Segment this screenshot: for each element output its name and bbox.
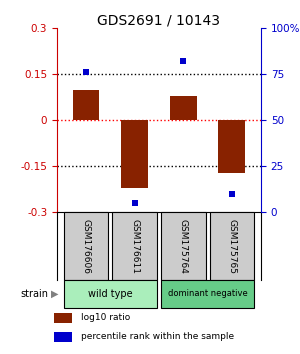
Bar: [218, 120, 245, 172]
Bar: [54, 313, 72, 323]
Text: log10 ratio: log10 ratio: [81, 313, 130, 322]
Text: GSM176611: GSM176611: [130, 218, 139, 274]
Bar: [161, 212, 206, 280]
Text: GSM175765: GSM175765: [227, 218, 236, 274]
Bar: [122, 120, 148, 188]
Bar: [73, 90, 100, 120]
Text: percentile rank within the sample: percentile rank within the sample: [81, 332, 234, 342]
Bar: [112, 212, 157, 280]
Text: GSM175764: GSM175764: [179, 218, 188, 274]
Title: GDS2691 / 10143: GDS2691 / 10143: [98, 13, 220, 27]
Text: dominant negative: dominant negative: [168, 289, 248, 298]
Bar: [170, 96, 196, 120]
Text: strain: strain: [20, 289, 48, 299]
Text: wild type: wild type: [88, 289, 133, 299]
Bar: [64, 280, 157, 308]
Bar: [209, 212, 254, 280]
Text: ▶: ▶: [51, 289, 59, 299]
Bar: [64, 212, 109, 280]
Text: GSM176606: GSM176606: [82, 218, 91, 274]
Bar: [161, 280, 254, 308]
Bar: [54, 332, 72, 342]
